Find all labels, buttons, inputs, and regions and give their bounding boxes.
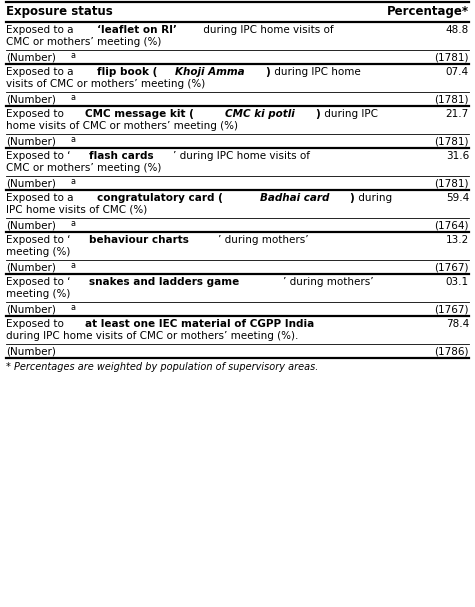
Text: Exposure status: Exposure status	[6, 5, 113, 18]
Text: flip book (: flip book (	[97, 67, 158, 77]
Text: Exposed to: Exposed to	[6, 319, 67, 329]
Text: 07.4: 07.4	[446, 67, 469, 77]
Text: 21.7: 21.7	[446, 109, 469, 119]
Text: during IPC home visits of: during IPC home visits of	[200, 25, 334, 35]
Text: 59.4: 59.4	[446, 193, 469, 203]
Text: congratulatory card (: congratulatory card (	[97, 193, 223, 203]
Text: meeting (%): meeting (%)	[6, 247, 70, 257]
Text: at least one IEC material of CGPP India: at least one IEC material of CGPP India	[85, 319, 314, 329]
Text: visits of CMC or mothers’ meeting (%): visits of CMC or mothers’ meeting (%)	[6, 79, 205, 89]
Text: CMC ki potli: CMC ki potli	[225, 109, 295, 119]
Text: * Percentages are weighted by population of supervisory areas.: * Percentages are weighted by population…	[6, 362, 318, 372]
Text: Exposed to a: Exposed to a	[6, 67, 77, 77]
Text: home visits of CMC or mothers’ meeting (%): home visits of CMC or mothers’ meeting (…	[6, 121, 238, 131]
Text: a: a	[70, 260, 76, 270]
Text: Exposed to a: Exposed to a	[6, 25, 77, 35]
Text: (1781): (1781)	[435, 95, 469, 105]
Text: a: a	[70, 302, 76, 311]
Text: a: a	[70, 177, 76, 186]
Text: (Number): (Number)	[6, 53, 56, 63]
Text: ): )	[265, 67, 270, 77]
Text: (1781): (1781)	[435, 179, 469, 189]
Text: a: a	[70, 50, 76, 59]
Text: 31.6: 31.6	[446, 151, 469, 161]
Text: (Number): (Number)	[6, 221, 56, 231]
Text: (Number): (Number)	[6, 137, 56, 147]
Text: CMC or mothers’ meeting (%): CMC or mothers’ meeting (%)	[6, 163, 162, 173]
Text: (1781): (1781)	[435, 53, 469, 63]
Text: (Number): (Number)	[6, 305, 56, 315]
Text: Khoji Amma: Khoji Amma	[175, 67, 245, 77]
Text: CMC or mothers’ meeting (%): CMC or mothers’ meeting (%)	[6, 37, 162, 47]
Text: (1764): (1764)	[435, 221, 469, 231]
Text: (1786): (1786)	[435, 347, 469, 357]
Text: behaviour charts: behaviour charts	[89, 235, 189, 245]
Text: 03.1: 03.1	[446, 277, 469, 287]
Text: IPC home visits of CMC (%): IPC home visits of CMC (%)	[6, 205, 147, 215]
Text: (Number): (Number)	[6, 263, 56, 273]
Text: ): )	[349, 193, 354, 203]
Text: Exposed to ‘: Exposed to ‘	[6, 277, 70, 287]
Text: (Number): (Number)	[6, 179, 56, 189]
Text: during: during	[355, 193, 392, 203]
Text: (1767): (1767)	[435, 263, 469, 273]
Text: ’ during mothers’: ’ during mothers’	[218, 235, 309, 245]
Text: 78.4: 78.4	[446, 319, 469, 329]
Text: (Number): (Number)	[6, 347, 56, 357]
Text: Exposed to a: Exposed to a	[6, 193, 77, 203]
Text: ’ during mothers’: ’ during mothers’	[283, 277, 374, 287]
Text: during IPC home: during IPC home	[271, 67, 361, 77]
Text: a: a	[70, 92, 76, 101]
Text: 48.8: 48.8	[446, 25, 469, 35]
Text: Percentage*: Percentage*	[387, 5, 469, 18]
Text: (1781): (1781)	[435, 137, 469, 147]
Text: ‘leaflet on RI’: ‘leaflet on RI’	[97, 25, 177, 35]
Text: (Number): (Number)	[6, 95, 56, 105]
Text: during IPC home visits of CMC or mothers’ meeting (%).: during IPC home visits of CMC or mothers…	[6, 331, 298, 341]
Text: Badhai card: Badhai card	[260, 193, 329, 203]
Text: ): )	[315, 109, 320, 119]
Text: meeting (%): meeting (%)	[6, 289, 70, 299]
Text: Exposed to: Exposed to	[6, 109, 67, 119]
Text: during IPC: during IPC	[322, 109, 379, 119]
Text: 13.2: 13.2	[446, 235, 469, 245]
Text: snakes and ladders game: snakes and ladders game	[89, 277, 239, 287]
Text: ’ during IPC home visits of: ’ during IPC home visits of	[172, 151, 310, 161]
Text: a: a	[70, 219, 76, 228]
Text: (1767): (1767)	[435, 305, 469, 315]
Text: a: a	[70, 135, 76, 143]
Text: CMC message kit (: CMC message kit (	[85, 109, 194, 119]
Text: Exposed to ‘: Exposed to ‘	[6, 235, 70, 245]
Text: Exposed to ‘: Exposed to ‘	[6, 151, 70, 161]
Text: flash cards: flash cards	[89, 151, 154, 161]
